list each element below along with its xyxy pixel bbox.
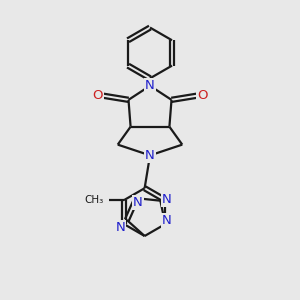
Text: N: N	[116, 221, 125, 234]
Text: N: N	[162, 214, 172, 227]
Text: CH₃: CH₃	[85, 195, 104, 205]
Text: N: N	[162, 193, 172, 206]
Text: O: O	[197, 89, 208, 102]
Text: N: N	[133, 196, 143, 209]
Text: N: N	[145, 79, 155, 92]
Text: N: N	[145, 149, 155, 162]
Text: O: O	[92, 89, 103, 102]
